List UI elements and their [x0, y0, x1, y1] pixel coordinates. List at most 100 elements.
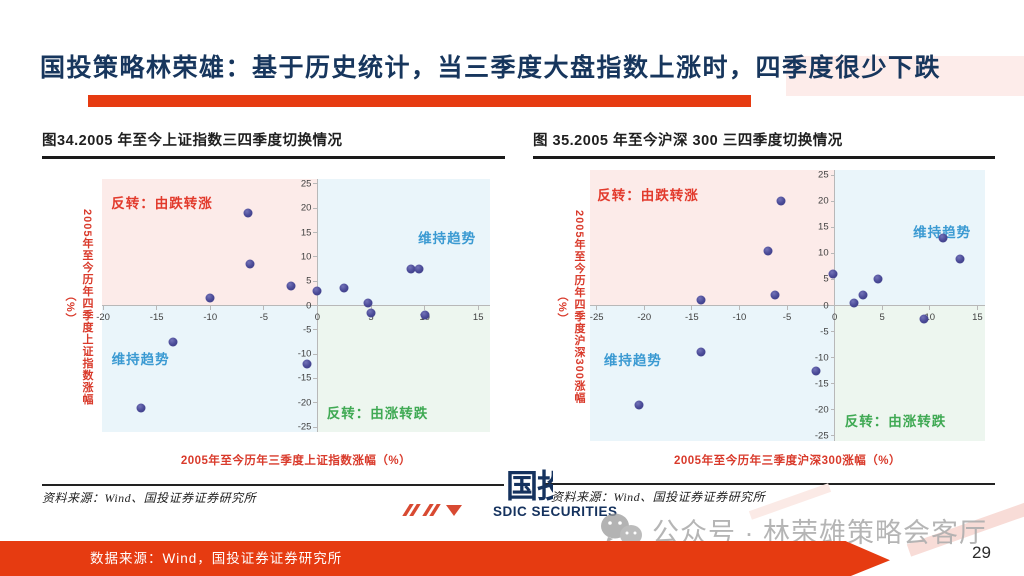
y-tick-label: -20	[297, 397, 312, 409]
x-tick-mark	[596, 305, 598, 310]
x-tick-label: 15	[472, 311, 484, 323]
x-tick-mark	[263, 305, 265, 310]
y-tick-label: 25	[300, 178, 312, 190]
page-number: 29	[972, 543, 991, 562]
x-tick-label: -20	[96, 311, 110, 323]
y-tick-label: 20	[300, 202, 312, 214]
x-tick-mark	[209, 305, 211, 310]
x-tick-label: -10	[203, 311, 218, 323]
x-tick-label: -25	[589, 311, 604, 323]
x-tick-label: -15	[149, 311, 164, 323]
y-tick-label: -10	[297, 348, 312, 360]
x-tick-mark	[881, 305, 883, 310]
scatter-plot: -20-15-10-50510152520151050-5-10-15-20-2…	[96, 178, 490, 433]
x-axis-label: 2005年至今历年三季度沪深300涨幅（%）	[674, 455, 901, 467]
data-point	[776, 196, 786, 206]
y-tick-label: -15	[297, 372, 312, 384]
data-point	[696, 295, 706, 305]
page-title: 国投策略林荣雄：基于历史统计，当三季度大盘指数上涨时，四季度很少下跌	[40, 54, 942, 82]
quadrant-top-left	[102, 179, 318, 306]
y-tick-mark	[830, 331, 835, 333]
y-tick-label: -15	[814, 378, 829, 390]
y-axis-unit: （%）	[556, 289, 568, 325]
y-tick-mark	[313, 426, 318, 428]
source-note: 资料来源：Wind、国投证券证券研究所	[42, 491, 257, 505]
x-tick-mark	[102, 305, 104, 310]
y-tick-mark	[313, 377, 318, 379]
x-tick-label: 5	[879, 311, 885, 323]
data-point	[763, 246, 773, 256]
double-slash-icon	[422, 504, 441, 516]
quadrant-top-right	[834, 170, 985, 306]
x-tick-label: -20	[637, 311, 652, 323]
wechat-icon	[601, 513, 642, 548]
data-point	[339, 283, 349, 293]
y-tick-label: -25	[814, 430, 829, 442]
sdic-logo-en: SDIC SECURITIES	[493, 504, 618, 519]
y-tick-label: 25	[818, 169, 829, 181]
y-tick-mark	[830, 200, 835, 202]
x-tick-label: -5	[782, 311, 792, 323]
source-rule	[545, 483, 995, 485]
data-point	[366, 308, 376, 318]
y-tick-mark	[313, 232, 318, 234]
y-tick-mark	[313, 402, 318, 404]
data-point	[873, 274, 883, 284]
y-tick-mark	[830, 409, 835, 411]
data-point	[168, 337, 178, 347]
y-tick-label: -25	[297, 421, 312, 433]
y-tick-label: 0	[306, 300, 312, 311]
double-slash-icon	[402, 504, 421, 516]
data-point	[136, 403, 146, 413]
quadrant-annotation: 维持趋势	[913, 221, 971, 241]
data-point	[858, 290, 868, 300]
y-tick-label: 15	[300, 227, 312, 239]
y-axis-label: （%） 2005年至今历年四季度沪深300涨幅	[554, 181, 587, 433]
data-point	[770, 290, 780, 300]
x-tick-mark	[643, 305, 645, 310]
quadrant-annotation: 维持趋势	[418, 231, 477, 247]
data-point	[243, 208, 253, 218]
y-tick-mark	[313, 353, 318, 355]
y-tick-mark	[313, 256, 318, 258]
data-point	[205, 293, 215, 303]
quadrant-annotation: 反转：由涨转跌	[844, 414, 947, 430]
x-tick-mark	[477, 305, 479, 310]
x-tick-mark	[424, 305, 426, 310]
x-tick-mark	[929, 305, 931, 310]
quadrant-annotation: 维持趋势	[111, 352, 170, 368]
x-tick-mark	[738, 305, 740, 310]
data-point	[245, 259, 255, 269]
x-tick-label: -5	[259, 311, 269, 323]
y-tick-mark	[313, 207, 318, 209]
data-point	[828, 269, 838, 279]
x-tick-label: -15	[684, 311, 699, 323]
y-axis-text: 2005年至今历年四季度沪深300涨幅	[573, 210, 585, 404]
x-tick-mark	[834, 305, 836, 310]
figure-title: 图34.2005 年至今上证指数三四季度切换情况	[42, 133, 343, 149]
figure-title-rule	[533, 156, 995, 159]
x-axis-label: 2005年至今历年三季度上证指数涨幅（%）	[180, 455, 412, 467]
source-note: 资料来源：Wind、国投证券证券研究所	[551, 490, 766, 504]
y-tick-label: 5	[306, 275, 312, 287]
figure-title: 图 35.2005 年至今沪深 300 三四季度切换情况	[533, 133, 843, 149]
data-point	[634, 400, 644, 410]
x-tick-mark	[786, 305, 788, 310]
y-tick-mark	[830, 226, 835, 228]
x-tick-label: 15	[972, 311, 983, 323]
y-tick-mark	[313, 329, 318, 331]
quadrant-annotation: 反转：由跌转涨	[597, 187, 699, 203]
data-point	[955, 254, 965, 264]
x-tick-label: 0	[831, 311, 838, 323]
y-tick-mark	[830, 252, 835, 254]
triangle-icon	[446, 504, 462, 516]
y-tick-label: 10	[818, 247, 829, 259]
data-point	[312, 286, 322, 296]
quadrant-bottom-left	[102, 305, 318, 432]
y-tick-mark	[313, 280, 318, 282]
x-axis-line	[102, 305, 490, 306]
y-tick-label: 20	[818, 195, 829, 207]
quadrant-top-left	[590, 170, 835, 306]
quadrant-bottom-right	[834, 305, 985, 441]
